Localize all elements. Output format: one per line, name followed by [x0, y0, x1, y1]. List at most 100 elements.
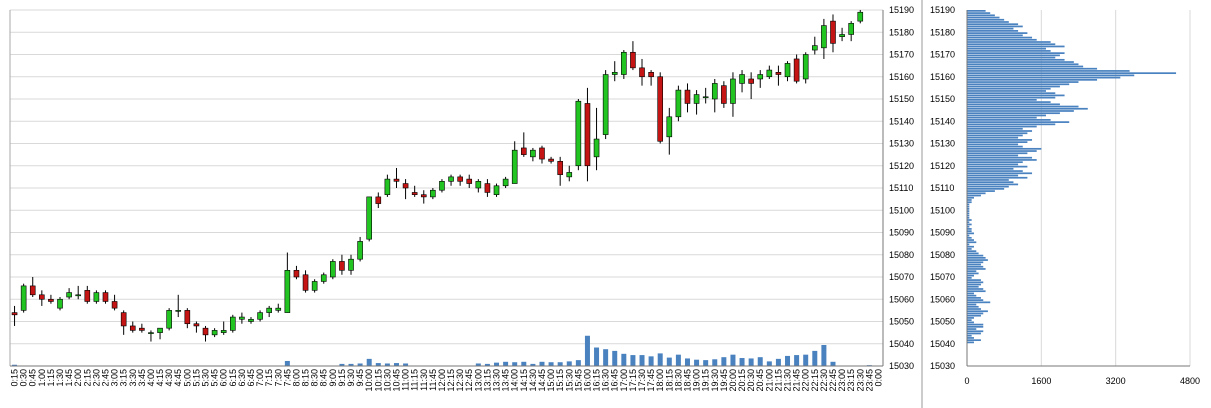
main-x-tick-label: 14:15 — [519, 369, 529, 392]
candle-up — [75, 294, 82, 297]
candle-up — [275, 307, 282, 311]
volume-profile-bar — [967, 236, 972, 239]
candle-up — [821, 25, 827, 49]
candle-down — [466, 178, 473, 184]
main-y-tick-label: 15070 — [889, 272, 914, 282]
volume-profile-y-tick-label: 15140 — [930, 116, 955, 126]
volume-profile-bar — [967, 239, 974, 241]
volume-profile-bar — [967, 190, 995, 192]
candle-up — [311, 281, 318, 291]
main-x-tick-label: 12:30 — [455, 369, 465, 392]
volume-profile-bar — [967, 45, 1065, 48]
volume-profile-bar — [967, 303, 977, 306]
candle-up — [593, 138, 600, 158]
candle-up — [702, 96, 709, 99]
volume-profile-y-tick-label: 15150 — [930, 94, 955, 104]
volume-profile-bar — [967, 214, 970, 217]
volume-profile-bar — [967, 139, 1033, 141]
candle-up — [239, 316, 245, 320]
main-x-tick-label: 7:15 — [264, 369, 274, 387]
main-x-tick-label: 5:30 — [201, 369, 211, 387]
volume-bar — [766, 361, 772, 366]
candle-down — [302, 274, 309, 291]
volume-bar — [785, 355, 791, 366]
main-x-tick-label: 15:15 — [555, 369, 565, 392]
main-y-tick-label: 15100 — [889, 205, 914, 215]
candle-down — [48, 298, 54, 302]
candle-up — [611, 72, 618, 75]
volume-profile-bar — [967, 150, 1037, 152]
candle-up — [175, 310, 182, 312]
candle-up — [148, 332, 154, 334]
volume-profile-bar — [967, 263, 981, 266]
volume-bar — [603, 349, 609, 366]
main-x-tick-label: 17:00 — [619, 369, 629, 392]
volume-profile-bar — [967, 216, 970, 219]
volume-profile-y-tick-label: 15110 — [930, 183, 954, 193]
candle-up — [711, 83, 718, 100]
main-x-tick-label: 13:30 — [492, 369, 502, 392]
volume-profile-bar — [967, 107, 1088, 110]
volume-profile-bar — [967, 170, 1023, 172]
volume-profile-y-tick-label: 15170 — [930, 50, 955, 60]
volume-profile-bar — [967, 154, 1019, 157]
main-y-tick-label: 15080 — [889, 250, 914, 260]
volume-profile-bar — [967, 319, 972, 321]
volume-bar — [512, 362, 518, 366]
volume-profile-bar — [967, 87, 1051, 90]
volume-bar — [475, 363, 481, 366]
volume-bar — [648, 356, 654, 366]
volume-profile-bar — [967, 94, 1065, 97]
volume-bar — [575, 360, 581, 366]
main-x-tick-label: 1:00 — [37, 369, 47, 387]
volume-profile-bar — [967, 245, 974, 248]
volume-profile-y-tick-label: 15070 — [930, 272, 955, 282]
volume-profile-bar — [967, 183, 1019, 186]
candle-up — [66, 292, 72, 298]
volume-profile-bar — [967, 337, 974, 339]
candle-up — [20, 285, 27, 311]
volume-profile-y-tick-label: 15090 — [930, 228, 955, 238]
volume-bar — [594, 347, 600, 366]
volume-profile-bar — [967, 132, 1028, 135]
volume-profile-bar — [967, 52, 1065, 54]
candle-up — [757, 74, 764, 80]
main-x-tick-label: 14:45 — [537, 369, 547, 392]
volume-profile-bar — [967, 54, 1060, 57]
candle-down — [557, 161, 563, 175]
volume-bar — [794, 355, 800, 366]
volume-profile-bar — [967, 123, 1056, 126]
candle-down — [584, 103, 591, 167]
volume-profile-bar — [967, 225, 970, 228]
candle-down — [548, 158, 554, 162]
candle-down — [111, 301, 118, 309]
candle-down — [648, 72, 654, 78]
candle-up — [248, 318, 254, 322]
main-x-tick-label: 12:00 — [437, 369, 447, 392]
candle-up — [730, 78, 736, 104]
candle-down — [193, 323, 200, 327]
volume-profile-bar — [967, 328, 977, 330]
main-y-tick-labels: 15030 15040 15050 15060 15070 15080 15090 15100… — [889, 5, 914, 371]
main-x-tick-label: 1:15 — [46, 369, 56, 387]
main-y-tick-label: 15140 — [889, 116, 914, 126]
volume-profile-bar — [967, 105, 1079, 108]
candle-down — [793, 58, 800, 82]
volume-profile-bar — [967, 76, 1121, 79]
volume-profile-bar — [967, 308, 981, 310]
main-x-tick-labels: 0:15 0:30 0:45 1:00 1:15 1:30 1:45 2:00 2:15 2:30… — [10, 369, 884, 392]
volume-bar — [703, 360, 709, 366]
volume-profile-bar — [967, 21, 1009, 23]
volume-bar — [730, 354, 736, 366]
volume-bar — [821, 345, 827, 366]
volume-bar — [721, 357, 727, 366]
volume-profile-bar — [967, 14, 995, 17]
candle-up — [739, 74, 745, 84]
main-x-tick-label: 13:45 — [501, 369, 511, 392]
main-y-tick-label: 15050 — [889, 317, 914, 327]
candle-down — [684, 89, 691, 104]
main-x-tick-label: 3:15 — [119, 369, 129, 387]
volume-profile-bar — [967, 74, 1135, 77]
volume-profile-bars — [967, 10, 1177, 344]
volume-profile-bar — [967, 252, 979, 255]
